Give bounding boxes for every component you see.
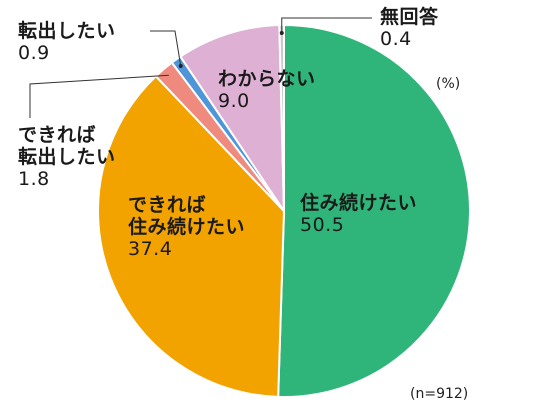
leader-line-3 (150, 30, 182, 67)
leader-line-5 (281, 17, 372, 34)
leader-dot-5 (279, 31, 284, 36)
pie-slice-0 (277, 23, 471, 398)
unit-label: (%) (436, 76, 461, 92)
slice-label-1-value: 37.4 (128, 238, 173, 260)
slice-label-2-value: 1.8 (18, 168, 50, 190)
slice-label-0-value: 50.5 (300, 214, 345, 236)
slice-label-4: わからない 9.0 (218, 68, 316, 112)
slice-label-0-name: 住み続けたい (300, 192, 418, 214)
pie-slices (97, 23, 471, 398)
sample-size-note: (n=912) (410, 386, 469, 402)
slice-label-3-name: 転出したい (18, 20, 116, 42)
slice-label-4-name: わからない (218, 68, 316, 90)
pie-slice-1 (97, 74, 286, 398)
slice-label-0: 住み続けたい 50.5 (300, 192, 417, 236)
leader-line-2 (29, 74, 169, 118)
slice-label-5-value: 0.4 (380, 28, 412, 50)
slice-label-5-name: 無回答 (380, 6, 439, 28)
pie-slice-4 (179, 24, 286, 215)
slice-label-1: できれば 住み続けたい 37.4 (128, 194, 245, 260)
leader-lines (29, 17, 372, 118)
slice-label-1-name: できれば 住み続けたい (128, 194, 246, 238)
leader-dot-3 (178, 64, 183, 69)
slice-label-5: 無回答 0.4 (380, 6, 439, 50)
slice-label-3: 転出したい 0.9 (18, 20, 116, 64)
slice-label-3-value: 0.9 (18, 42, 50, 64)
slice-label-2: できれば 転出したい 1.8 (18, 124, 116, 190)
slice-label-4-value: 9.0 (218, 90, 250, 112)
slice-label-2-name: できれば 転出したい (18, 124, 116, 168)
